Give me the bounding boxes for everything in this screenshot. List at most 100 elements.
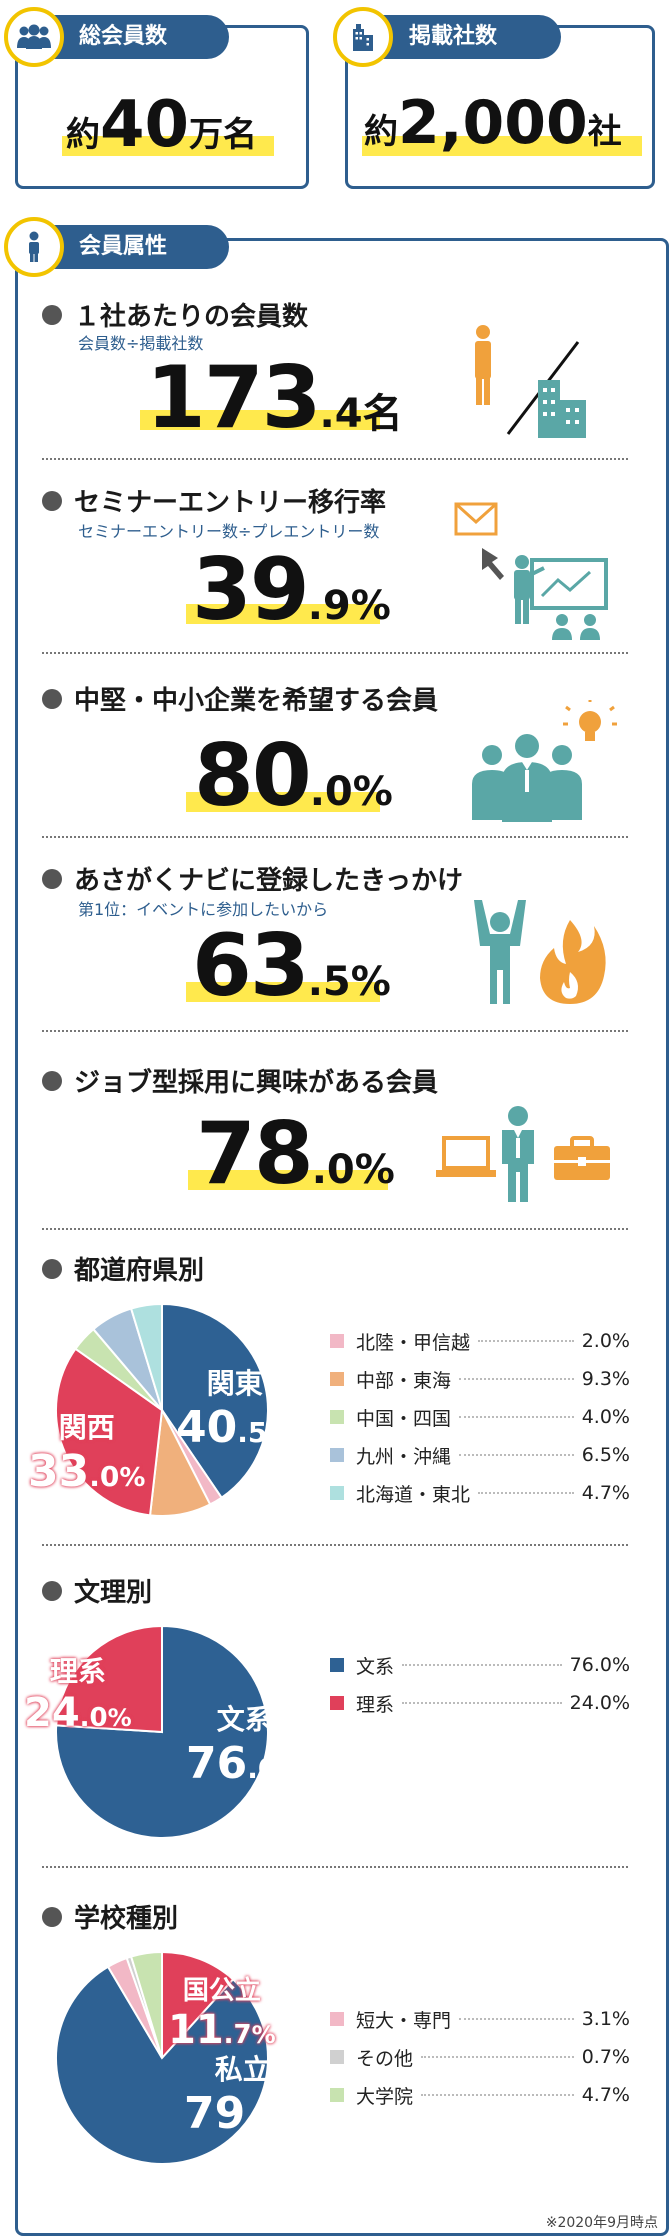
legend-swatch (330, 1448, 344, 1462)
pie-slice-大学院 (129, 1950, 163, 2059)
school-public-label: 国公立 11.7% (168, 1976, 276, 2053)
divider (42, 1228, 628, 1230)
region-kanto-label: 関東 40.5% (176, 1367, 294, 1453)
seminar-icon (454, 502, 608, 640)
seminar-rate-title: セミナーエントリー移行率 (42, 482, 386, 519)
pie-slice-理系 (55, 1624, 163, 1734)
date-note: ※2020年9月時点 (545, 2215, 658, 2231)
total-members-label: 総会員数 (79, 24, 168, 49)
legend-swatch (330, 1658, 344, 1672)
major-humanities-label: 文系 76.0% (186, 1703, 304, 1789)
legend-leader (459, 2018, 574, 2020)
divider (42, 1544, 628, 1546)
major-title: 文理別 (42, 1572, 152, 1609)
legend-item: 中国・四国 4.0% (330, 1398, 630, 1436)
legend-value: 0.7% (581, 2046, 630, 2068)
region-kansai-label: 関西 33.0% (28, 1411, 146, 1497)
legend-leader (421, 2056, 574, 2058)
members-per-company-value: 173.4名 (146, 348, 403, 448)
legend-swatch (330, 2050, 344, 2064)
motivated-person-fire-icon (474, 900, 606, 1004)
divider (42, 836, 628, 838)
team-lightbulb-icon (472, 700, 617, 822)
pie-slice-関西 (55, 1347, 164, 1517)
member-attributes-card (15, 238, 669, 2236)
members-per-company-highlight (140, 410, 380, 430)
pie-slice-北海道・東北 (129, 1302, 163, 1411)
school-type-pie-chart (55, 1950, 269, 2165)
legend-label: 中部・東海 (356, 1369, 452, 1392)
group-icon (4, 7, 64, 67)
legend-label: 中国・四国 (356, 1407, 452, 1430)
legend-label: 北海道・東北 (356, 1483, 471, 1506)
registration-reason-title: あさがくナビに登録したきっかけ (42, 860, 463, 897)
legend-item: 文系 76.0% (330, 1646, 630, 1684)
legend-leader (459, 1416, 574, 1418)
sme-preference-value: 80.0% (194, 726, 393, 826)
person-icon (4, 217, 64, 277)
job-type-interest-highlight (188, 1170, 388, 1190)
legend-swatch (330, 2088, 344, 2102)
legend-swatch (330, 1486, 344, 1500)
sme-preference-highlight (186, 792, 380, 812)
region-pie-chart (55, 1302, 269, 1517)
major-science-label: 理系 24.0% (24, 1655, 132, 1736)
companies-value: 約2,000社 (364, 88, 622, 158)
legend-label: 理系 (356, 1693, 395, 1716)
building-icon (333, 7, 393, 67)
pie-slice-私立 (55, 1965, 269, 2165)
member-attributes-label: 会員属性 (79, 234, 168, 259)
legend-swatch (330, 2012, 344, 2026)
divider (42, 1030, 628, 1032)
legend-value: 76.0% (569, 1654, 630, 1676)
legend-label: 九州・沖縄 (356, 1445, 452, 1468)
legend-value: 9.3% (581, 1368, 630, 1390)
person-per-building-icon (475, 325, 586, 438)
sme-preference-title: 中堅・中小企業を希望する会員 (42, 680, 438, 717)
legend-swatch (330, 1410, 344, 1424)
legend-value: 3.1% (581, 2008, 630, 2030)
legend-item: その他 0.7% (330, 2038, 630, 2076)
job-type-interest-value: 78.0% (196, 1104, 395, 1204)
members-per-company-title: １社あたりの会員数 (42, 296, 308, 333)
school-type-legend: 短大・専門 3.1% その他 0.7% 大学院 4.7% (330, 2000, 630, 2114)
seminar-rate-highlight (186, 604, 380, 624)
companies-highlight (362, 136, 642, 156)
job-type-interest-title: ジョブ型採用に興味がある会員 (42, 1062, 438, 1099)
laptop-person-briefcase-icon (436, 1106, 610, 1202)
region-legend: 北陸・甲信越 2.0% 中部・東海 9.3% 中国・四国 4.0% 九州・沖縄 6.5% 北海道… (330, 1322, 630, 1512)
pie-slice-関東 (161, 1302, 269, 1500)
legend-item: 理系 24.0% (330, 1684, 630, 1722)
registration-reason-highlight (186, 982, 380, 1002)
legend-label: 北陸・甲信越 (356, 1331, 471, 1354)
legend-leader (459, 1454, 574, 1456)
pie-slice-文系 (55, 1624, 269, 1839)
companies-label: 掲載社数 (409, 24, 498, 49)
legend-item: 北陸・甲信越 2.0% (330, 1322, 630, 1360)
legend-leader (402, 1664, 562, 1666)
legend-label: その他 (356, 2047, 414, 2070)
school-private-label: 私立 79.8% (184, 2053, 302, 2139)
legend-value: 24.0% (569, 1692, 630, 1714)
legend-item: 中部・東海 9.3% (330, 1360, 630, 1398)
legend-item: 短大・専門 3.1% (330, 2000, 630, 2038)
members-highlight (62, 136, 274, 156)
legend-value: 6.5% (581, 1444, 630, 1466)
region-title: 都道府県別 (42, 1250, 204, 1287)
seminar-rate-sub: セミナーエントリー数÷プレエントリー数 (78, 522, 380, 541)
registration-reason-sub: 第1位：イベントに参加したいから (78, 900, 329, 919)
legend-value: 4.7% (581, 1482, 630, 1504)
legend-swatch (330, 1696, 344, 1710)
legend-value: 4.7% (581, 2084, 630, 2106)
legend-swatch (330, 1372, 344, 1386)
legend-leader (421, 2094, 574, 2096)
legend-item: 大学院 4.7% (330, 2076, 630, 2114)
total-members-value: 約40万名 (66, 88, 258, 162)
divider (42, 1866, 628, 1868)
divider (42, 458, 628, 460)
major-legend: 文系 76.0% 理系 24.0% (330, 1646, 630, 1722)
legend-label: 短大・専門 (356, 2009, 452, 2032)
members-per-company-sub: 会員数÷掲載社数 (78, 334, 204, 353)
seminar-rate-value: 39.9% (192, 540, 391, 640)
pie-slice-国公立 (161, 1950, 235, 2061)
